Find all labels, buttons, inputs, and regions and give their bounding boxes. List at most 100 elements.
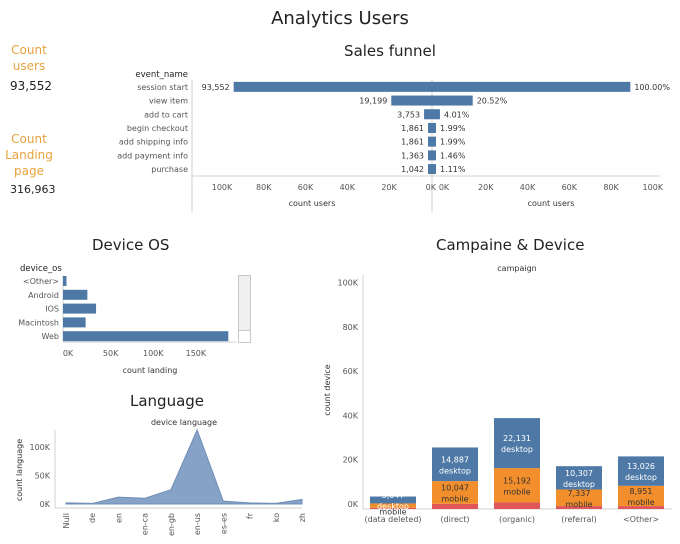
- language-subtitle: device language: [151, 418, 217, 427]
- funnel-row-label: add shipping info: [119, 138, 188, 147]
- funnel-left-tick: 100K: [212, 183, 233, 192]
- campaign-value-label: 14,887: [441, 455, 469, 464]
- device-os-row-label: Android: [28, 291, 59, 300]
- funnel-pct-label: 1.99%: [440, 138, 466, 147]
- funnel-bar-right: [432, 164, 436, 175]
- campaign-series-label: desktop: [439, 466, 471, 475]
- funnel-right-tick: 40K: [520, 183, 536, 192]
- campaign-bar-desktop: [494, 418, 540, 469]
- funnel-left-tick: 80K: [256, 183, 272, 192]
- device-os-row-header: device_os: [20, 264, 62, 274]
- device-os-bar: [63, 289, 88, 300]
- language-y-tick: 0K: [40, 500, 51, 509]
- funnel-left-tick: 20K: [381, 183, 397, 192]
- campaign-bar-tablet: [494, 502, 540, 509]
- campaign-series-label: mobile: [441, 494, 468, 503]
- device-os-bar: [63, 276, 67, 286]
- funnel-right-tick: 0K: [439, 183, 450, 192]
- language-x-tick: en-gb: [167, 513, 176, 536]
- campaign-value-label: 22,131: [503, 434, 531, 443]
- device-os-row-label: <Other>: [23, 277, 59, 286]
- device-os-scrollbar[interactable]: [238, 275, 251, 343]
- funnel-value-label: 3,753: [397, 110, 420, 119]
- campaign-value-label: 15,192: [503, 476, 531, 485]
- funnel-pct-label: 20.52%: [477, 97, 508, 106]
- funnel-right-tick: 20K: [478, 183, 494, 192]
- campaign-title: Campaine & Device: [436, 236, 585, 254]
- funnel-bar-right: [432, 81, 631, 92]
- campaign-bar-desktop: [370, 496, 416, 504]
- campaign-y-tick: 20K: [343, 456, 359, 465]
- funnel-pct-label: 100.00%: [634, 83, 670, 92]
- funnel-right-tick: 100K: [643, 183, 664, 192]
- campaign-value-label: 10,307: [565, 469, 593, 478]
- funnel-bar-left: [233, 81, 432, 92]
- language-x-tick: ko: [272, 513, 281, 522]
- funnel-row-label: view item: [149, 97, 188, 106]
- funnel-pct-label: 1.99%: [440, 124, 466, 133]
- campaign-bar-mobile: [556, 489, 602, 507]
- device-os-tick: 0K: [63, 349, 74, 358]
- funnel-right-tick: 60K: [562, 183, 578, 192]
- campaign-series-label: desktop: [377, 502, 409, 511]
- campaign-y-tick: 40K: [343, 411, 359, 420]
- funnel-bar-left: [424, 109, 432, 120]
- device-os-row-label: Macintosh: [18, 318, 59, 327]
- funnel-bar-left: [428, 136, 432, 147]
- campaign-value-label: 10,047: [441, 483, 469, 492]
- campaign-x-tick: (referral): [561, 515, 597, 524]
- language-y-tick: 100K: [29, 443, 50, 452]
- campaign-series-label: mobile: [503, 487, 530, 496]
- funnel-value-label: 1,861: [401, 124, 424, 133]
- campaign-value-label: 13,026: [627, 462, 655, 471]
- funnel-row-label: begin checkout: [127, 124, 188, 133]
- campaign-series-label: mobile: [565, 500, 592, 509]
- device-os-tick: 100K: [143, 349, 164, 358]
- language-area: [65, 428, 303, 505]
- campaign-bar-mobile: [370, 503, 416, 508]
- device-os-tick: 150K: [186, 349, 207, 358]
- campaign-x-tick: (direct): [440, 515, 469, 524]
- campaign-series-label: desktop: [563, 480, 595, 489]
- language-x-tick: fr: [246, 512, 255, 519]
- language-y-tick: 50K: [35, 472, 51, 481]
- language-x-tick: en-us: [193, 513, 202, 535]
- campaign-bar-mobile: [494, 468, 540, 503]
- funnel-bar-right: [432, 136, 436, 147]
- device-os-scroll-thumb[interactable]: [239, 330, 250, 342]
- funnel-value-label: 1,042: [401, 165, 424, 174]
- campaign-bar-tablet: [618, 506, 664, 509]
- device-os-tick: 50K: [103, 349, 119, 358]
- funnel-bar-right: [432, 95, 473, 106]
- campaign-bar-desktop: [618, 456, 664, 486]
- device-os-bar: [63, 303, 97, 314]
- language-x-tick: de: [88, 513, 97, 523]
- funnel-bar-left: [391, 95, 432, 106]
- funnel-right-axis-label: count users: [528, 199, 575, 208]
- kpi-landing-label: Count Landing page: [5, 132, 53, 178]
- device-os-title: Device OS: [92, 236, 170, 254]
- funnel-left-tick: 40K: [340, 183, 356, 192]
- device-os-row-label: Web: [42, 332, 59, 341]
- funnel-left-tick: 0K: [426, 183, 437, 192]
- funnel-bar-right: [432, 122, 436, 133]
- campaign-bar-tablet: [370, 507, 416, 509]
- campaign-bar-desktop: [556, 466, 602, 490]
- kpi-users-label: Count users: [11, 43, 47, 73]
- campaign-bar-tablet: [432, 503, 478, 509]
- campaign-bar-mobile: [432, 481, 478, 504]
- funnel-value-label: 19,199: [359, 97, 387, 106]
- funnel-pct-label: 1.46%: [440, 151, 466, 160]
- device-os-row-label: IOS: [45, 305, 59, 314]
- language-chart: device language count language 100K 50K 0K Nu…: [15, 418, 307, 536]
- funnel-bar-left: [428, 150, 432, 161]
- language-y-label: count language: [15, 439, 24, 501]
- language-x-tick: en: [114, 513, 123, 523]
- campaign-y-label: count device: [323, 364, 332, 415]
- funnel-bar-left: [428, 164, 432, 175]
- campaign-x-tick: (data deleted): [364, 515, 421, 524]
- funnel-left-tick: 60K: [298, 183, 314, 192]
- campaign-value-label: 3,047: [382, 491, 405, 500]
